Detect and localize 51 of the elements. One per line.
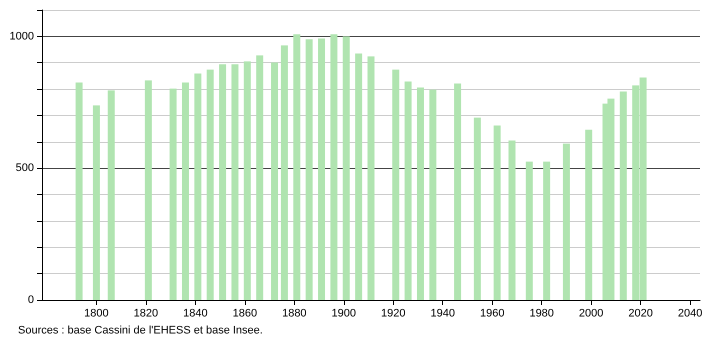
x-tick-label: 1940 (430, 308, 455, 320)
bar (170, 88, 177, 300)
x-tick-label: 2020 (628, 308, 653, 320)
bar (76, 82, 83, 300)
bar (244, 61, 251, 300)
bar (182, 82, 189, 300)
bar (206, 70, 214, 300)
bar (585, 130, 592, 300)
bar (92, 105, 100, 300)
bar (271, 62, 278, 300)
bar (508, 140, 516, 300)
bar (368, 56, 374, 300)
bar (404, 81, 412, 300)
y-tick-label: 0 (28, 294, 34, 306)
bar (392, 70, 400, 300)
bar (330, 34, 338, 300)
bar (231, 64, 238, 300)
bar (306, 39, 313, 300)
source-note: Sources : base Cassini de l'EHESS et base Insee. (18, 324, 263, 336)
x-tick-label: 1900 (332, 308, 356, 320)
bar (474, 118, 481, 300)
bar (562, 144, 570, 300)
x-tick-label: 1960 (480, 308, 504, 320)
x-tick-label: 1980 (529, 308, 554, 320)
x-tick-label: 2040 (678, 308, 702, 320)
bar (108, 90, 115, 300)
bar (494, 125, 501, 300)
bar (144, 80, 152, 300)
bar (526, 162, 533, 300)
bar (342, 36, 350, 300)
x-tick-label: 1880 (282, 308, 307, 320)
x-tick-label: 1920 (381, 308, 406, 320)
bar (256, 55, 264, 300)
x-tick-label: 1820 (134, 308, 158, 320)
bar (194, 74, 202, 300)
bar (416, 88, 424, 300)
x-tick-label: 1800 (84, 308, 109, 320)
bar (219, 64, 226, 300)
bar (429, 90, 436, 300)
x-tick-label: 2000 (578, 308, 604, 320)
bar (280, 45, 288, 300)
bar (620, 91, 627, 300)
bar (454, 84, 462, 300)
bar (293, 34, 300, 300)
y-tick-label: 1000 (10, 30, 34, 42)
x-tick-label: 1860 (232, 308, 258, 320)
bar (318, 38, 326, 300)
bar (543, 162, 550, 300)
y-tick-label: 500 (16, 162, 34, 174)
bar (355, 54, 362, 300)
x-tick-label: 1840 (183, 308, 208, 320)
